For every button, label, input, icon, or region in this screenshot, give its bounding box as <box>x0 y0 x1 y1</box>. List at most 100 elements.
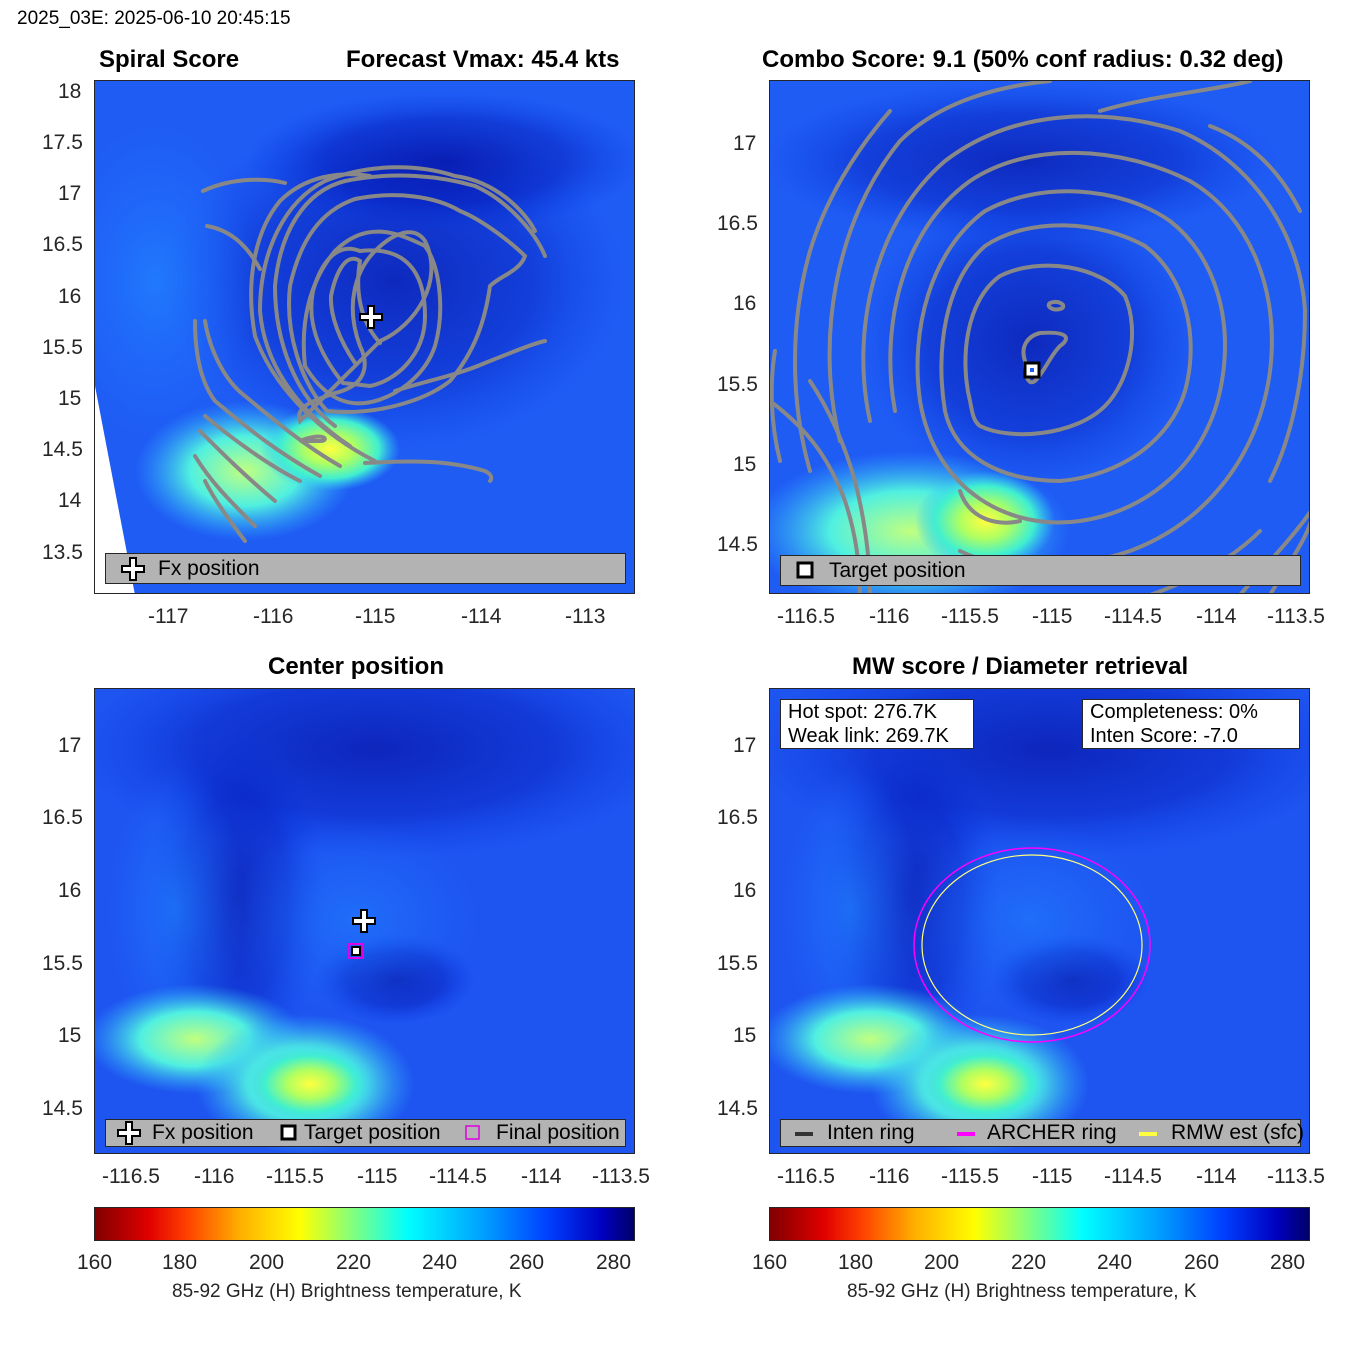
cbar-tick: 180 <box>162 1251 198 1274</box>
cbar-tick: 240 <box>1097 1251 1133 1274</box>
spiral-legend-label: Fx position <box>158 557 260 580</box>
xtick: -116 <box>253 605 294 628</box>
legend-magenta-square-icon <box>465 1125 480 1140</box>
colorbar-left <box>94 1207 635 1241</box>
ytick: 17.5 <box>42 131 83 154</box>
xtick: -115 <box>1032 605 1073 628</box>
xtick: -116.5 <box>777 605 835 628</box>
ytick: 13.5 <box>42 541 83 564</box>
xtick: -116.5 <box>102 1165 160 1188</box>
xtick: -114 <box>461 605 502 628</box>
mw-legend-rmw: RMW est (sfc) <box>1171 1121 1304 1144</box>
ytick: 17 <box>733 132 757 155</box>
combo-dark-band <box>770 81 1280 241</box>
ytick: 15 <box>58 1024 82 1047</box>
cbar-tick: 260 <box>509 1251 545 1274</box>
ytick: 16.5 <box>717 806 758 829</box>
ytick: 16 <box>733 879 757 902</box>
xtick: -116 <box>869 605 910 628</box>
spiral-hotspot-main <box>260 407 400 491</box>
xtick: -113.5 <box>592 1165 650 1188</box>
ytick: 17 <box>733 734 757 757</box>
legend-magenta-line-icon <box>957 1132 975 1136</box>
colorbar-left-label: 85-92 GHz (H) Brightness temperature, K <box>172 1281 522 1302</box>
legend-yellow-line-icon <box>1139 1132 1157 1136</box>
cbar-tick: 220 <box>336 1251 372 1274</box>
xtick: -117 <box>148 605 189 628</box>
xtick: -113 <box>565 605 606 628</box>
mw-legend-inten: Inten ring <box>827 1121 915 1144</box>
spiral-fx-marker <box>359 305 383 329</box>
cbar-tick: 240 <box>422 1251 458 1274</box>
ytick: 14.5 <box>717 533 758 556</box>
colorbar-right-label: 85-92 GHz (H) Brightness temperature, K <box>847 1281 1197 1302</box>
colorbar-right <box>769 1207 1310 1241</box>
xtick: -115.5 <box>941 1165 999 1188</box>
ytick: 15 <box>58 387 82 410</box>
ytick: 16 <box>58 879 82 902</box>
legend-square-icon <box>280 1124 297 1141</box>
center-hotspot-main <box>245 1044 375 1124</box>
mw-light-west <box>780 769 920 1049</box>
ytick: 14.5 <box>42 1097 83 1120</box>
header-text: 2025_03E: 2025-06-10 20:45:15 <box>17 8 291 29</box>
xtick: -115 <box>1032 1165 1073 1188</box>
xtick: -114 <box>1196 605 1237 628</box>
ytick: 16 <box>733 292 757 315</box>
mw-hot-spot: Hot spot: 276.7K <box>788 701 937 723</box>
ytick: 14.5 <box>42 438 83 461</box>
cbar-tick: 280 <box>596 1251 632 1274</box>
xtick: -115.5 <box>266 1165 324 1188</box>
mw-archer-ring <box>913 847 1151 1043</box>
xtick: -114 <box>521 1165 562 1188</box>
mw-info-left: Hot spot: 276.7K Weak link: 269.7K <box>780 699 974 749</box>
ytick: 16 <box>58 285 82 308</box>
ytick: 16.5 <box>717 212 758 235</box>
mw-inten-score: Inten Score: -7.0 <box>1090 725 1238 747</box>
xtick: -115 <box>355 605 396 628</box>
ytick: 15.5 <box>42 336 83 359</box>
cbar-tick: 260 <box>1184 1251 1220 1274</box>
mw-weak-link: Weak link: 269.7K <box>788 725 949 747</box>
combo-title: Combo Score: 9.1 (50% conf radius: 0.32 … <box>762 46 1284 73</box>
spiral-plot-area: Fx position <box>94 80 635 594</box>
ytick: 17 <box>58 734 82 757</box>
combo-legend-label: Target position <box>829 559 966 582</box>
xtick: -115.5 <box>941 605 999 628</box>
combo-target-marker <box>1023 361 1041 379</box>
xtick: -116.5 <box>777 1165 835 1188</box>
center-target-marker <box>348 943 364 959</box>
combo-plot-area: Target position <box>769 80 1310 594</box>
center-legend: Fx position Target position Final positi… <box>105 1119 626 1147</box>
cbar-tick: 180 <box>838 1251 874 1274</box>
cbar-tick: 160 <box>752 1251 788 1274</box>
xtick: -116 <box>869 1165 910 1188</box>
mw-legend: Inten ring ARCHER ring RMW est (sfc) <box>780 1119 1304 1147</box>
ytick: 14 <box>58 489 82 512</box>
spiral-title-right: Forecast Vmax: 45.4 kts <box>346 46 620 73</box>
spiral-legend: Fx position <box>105 553 626 584</box>
xtick: -114.5 <box>1104 605 1162 628</box>
ytick: 18 <box>58 80 82 103</box>
mw-light-core <box>900 819 1160 1019</box>
xtick: -116 <box>194 1165 235 1188</box>
center-legend-target: Target position <box>304 1121 441 1144</box>
xtick: -113.5 <box>1267 605 1325 628</box>
center-fx-marker <box>352 909 376 933</box>
mw-info-right: Completeness: 0% Inten Score: -7.0 <box>1082 699 1300 749</box>
center-legend-fx: Fx position <box>152 1121 254 1144</box>
cbar-tick: 160 <box>77 1251 113 1274</box>
xtick: -114 <box>1196 1165 1237 1188</box>
xtick: -113.5 <box>1267 1165 1325 1188</box>
ytick: 16.5 <box>42 233 83 256</box>
xtick: -114.5 <box>1104 1165 1162 1188</box>
cbar-tick: 280 <box>1270 1251 1306 1274</box>
center-legend-final: Final position <box>496 1121 620 1144</box>
mw-rmw-ring <box>921 854 1143 1036</box>
center-plot-area: Fx position Target position Final positi… <box>94 688 635 1154</box>
cbar-tick: 200 <box>249 1251 285 1274</box>
mw-hotspot-main <box>920 1044 1050 1124</box>
ytick: 15.5 <box>717 952 758 975</box>
legend-dark-line-icon <box>795 1132 813 1136</box>
combo-legend: Target position <box>780 555 1301 586</box>
